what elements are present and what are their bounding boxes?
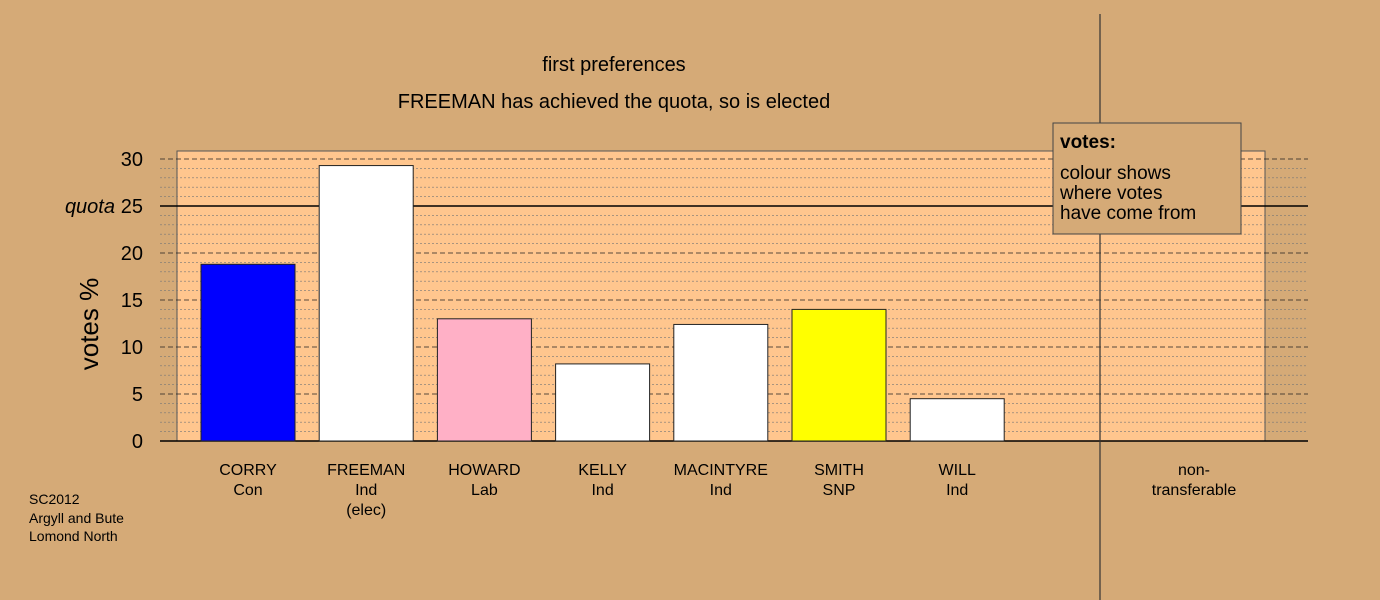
category-label: Ind — [355, 482, 377, 499]
y-tick-label: 0 — [132, 431, 143, 453]
category-label: Ind — [710, 482, 732, 499]
chart-subtitle: FREEMAN has achieved the quota, so is el… — [398, 91, 830, 113]
y-tick-label: 30 — [121, 149, 143, 171]
footer-line-2: Argyll and Bute — [29, 510, 124, 526]
category-label: (elec) — [346, 502, 386, 519]
category-label: CORRY — [219, 462, 277, 479]
nontransferable-label-line1: non- — [1178, 462, 1210, 479]
y-tick-label: 10 — [121, 337, 143, 359]
bar-will — [909, 398, 1005, 442]
legend-line-1: colour shows — [1060, 163, 1171, 184]
y-axis-ticks: 0 5 10 15 20 25 30 — [121, 149, 143, 453]
y-tick-label: 20 — [121, 243, 143, 265]
category-label: MACINTYRE — [674, 462, 768, 479]
y-tick-label: 25 — [121, 196, 143, 218]
category-label: Ind — [591, 482, 613, 499]
legend: votes: colour shows where votes have com… — [1052, 122, 1242, 235]
chart-title: first preferences — [542, 54, 685, 76]
legend-line-2: where votes — [1059, 183, 1162, 204]
legend-line-3: have come from — [1060, 203, 1196, 224]
category-labels: CORRY Con FREEMAN Ind (elec) HOWARD Lab KELLY In… — [219, 462, 976, 519]
category-label: KELLY — [578, 462, 627, 479]
bar-smith — [791, 308, 887, 442]
footer-line-1: SC2012 — [29, 491, 80, 507]
bar-freeman — [318, 165, 414, 442]
category-label: Ind — [946, 482, 968, 499]
category-label: SNP — [823, 482, 856, 499]
nontransferable-label-line2: transferable — [1152, 482, 1237, 499]
y-tick-label: 5 — [132, 384, 143, 406]
bar-corry — [200, 263, 296, 442]
bar-macintyre — [673, 323, 769, 442]
bar-kelly — [555, 363, 651, 442]
y-tick-label: 15 — [121, 290, 143, 312]
legend-title: votes: — [1060, 132, 1116, 153]
category-label: HOWARD — [448, 462, 520, 479]
category-label: Lab — [471, 482, 498, 499]
quota-label: quota — [65, 196, 115, 218]
footer-line-3: Lomond North — [29, 528, 118, 544]
category-label: Con — [233, 482, 262, 499]
bars — [200, 165, 1005, 442]
category-label: FREEMAN — [327, 462, 405, 479]
category-label: WILL — [939, 462, 976, 479]
y-axis-label: votes % — [74, 278, 104, 371]
bar-howard — [436, 318, 532, 442]
legend-box — [1052, 122, 1242, 235]
category-label: SMITH — [814, 462, 864, 479]
